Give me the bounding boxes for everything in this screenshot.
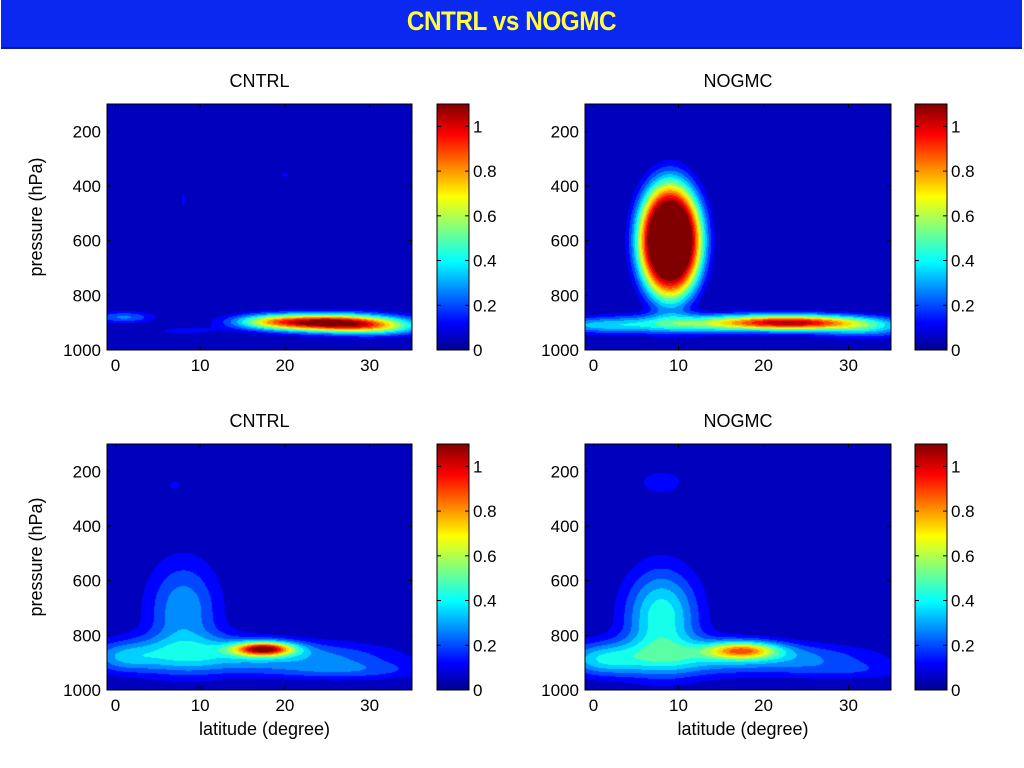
- axes-frame: [106, 443, 413, 691]
- title-bar: CNTRL vs NOGMC: [1, 0, 1022, 49]
- panel-title: CNTRL: [229, 71, 289, 91]
- colorbar-tick-label: 0.4: [951, 252, 975, 271]
- y-tick-label: 200: [73, 462, 101, 481]
- y-tick-label: 800: [73, 626, 101, 645]
- page-title: CNTRL vs NOGMC: [406, 6, 617, 36]
- x-axis-label: latitude (degree): [677, 719, 808, 739]
- x-tick-label: 30: [360, 356, 379, 375]
- y-tick-label: 400: [73, 177, 101, 196]
- x-tick-label: 20: [275, 696, 294, 715]
- y-tick-label: 600: [73, 232, 101, 251]
- x-tick-label: 30: [839, 696, 858, 715]
- y-tick-label: 400: [551, 517, 579, 536]
- x-tick-label: 0: [589, 696, 598, 715]
- colorbar-gradient: [437, 444, 469, 690]
- colorbar-tick-label: 0.6: [951, 207, 975, 226]
- axes-frame: [584, 443, 892, 691]
- y-tick-label: 600: [551, 572, 579, 591]
- x-tick-label: 10: [191, 696, 210, 715]
- colorbar-tick-label: 0: [473, 681, 482, 700]
- heatmap-field: [107, 104, 412, 350]
- y-axis-label: pressure (hPa): [26, 497, 46, 616]
- colorbar-tick-label: 0.8: [473, 162, 497, 181]
- x-tick-label: 0: [111, 356, 120, 375]
- panel-title: CNTRL: [229, 411, 289, 431]
- x-tick-label: 20: [275, 356, 294, 375]
- x-tick-label: 10: [669, 696, 688, 715]
- colorbar-frame: [914, 443, 948, 691]
- x-tick-label: 20: [754, 696, 773, 715]
- colorbar: 0 0.2 0.4 0.6 0.8 1: [914, 443, 975, 700]
- x-tick-label: 0: [111, 696, 120, 715]
- colorbar-tick-label: 0.8: [951, 162, 975, 181]
- y-tick-label: 1000: [541, 681, 579, 700]
- axes-frame: [584, 103, 892, 351]
- colorbar-tick-label: 0: [473, 341, 482, 360]
- x-tick-label: 30: [360, 696, 379, 715]
- colorbar-tick-label: 0: [951, 681, 960, 700]
- colorbar-frame: [436, 443, 470, 691]
- colorbar-gradient: [915, 444, 947, 690]
- colorbar: 0 0.2 0.4 0.6 0.8 1: [436, 103, 497, 360]
- colorbar-tick-label: 0.2: [473, 296, 497, 315]
- colorbar-tick-label: 0.2: [951, 296, 975, 315]
- colorbar-tick-label: 0.4: [951, 592, 975, 611]
- axes-frame: [106, 103, 413, 351]
- colorbar-tick-label: 0.2: [951, 636, 975, 655]
- colorbar: 0 0.2 0.4 0.6 0.8 1: [436, 443, 497, 700]
- y-axis-label: pressure (hPa): [26, 157, 46, 276]
- colorbar-gradient: [915, 104, 947, 350]
- colorbar-tick-label: 0.8: [473, 502, 497, 521]
- colorbar-tick-label: 0.4: [473, 252, 497, 271]
- colorbar-tick-label: 1: [951, 457, 960, 476]
- colorbar-tick-label: 0.2: [473, 636, 497, 655]
- y-tick-label: 200: [551, 122, 579, 141]
- panel-2: NOGMC 0 10 20 30 200 400 600 800 1000 0 0.2 0.4 0.6 0.…: [541, 71, 974, 375]
- colorbar-tick-label: 0.6: [473, 547, 497, 566]
- colorbar-tick-label: 1: [951, 117, 960, 136]
- x-axis-label: latitude (degree): [199, 719, 330, 739]
- y-tick-label: 800: [551, 286, 579, 305]
- y-tick-label: 400: [551, 177, 579, 196]
- colorbar-tick-label: 0.4: [473, 592, 497, 611]
- colorbar-tick-label: 1: [473, 117, 482, 136]
- colorbar-tick-label: 0: [951, 341, 960, 360]
- colorbar-tick-label: 0.6: [951, 547, 975, 566]
- heatmap-field: [107, 444, 412, 690]
- colorbar-tick-label: 0.8: [951, 502, 975, 521]
- x-tick-label: 10: [669, 356, 688, 375]
- y-tick-label: 200: [551, 462, 579, 481]
- x-tick-label: 30: [839, 356, 858, 375]
- y-tick-label: 600: [551, 232, 579, 251]
- panel-title: NOGMC: [704, 71, 773, 91]
- colorbar-tick-label: 1: [473, 457, 482, 476]
- y-tick-label: 800: [551, 626, 579, 645]
- y-tick-label: 400: [73, 517, 101, 536]
- heatmap-field: [585, 104, 891, 350]
- x-tick-label: 20: [754, 356, 773, 375]
- colorbar-frame: [436, 103, 470, 351]
- colorbar-frame: [914, 103, 948, 351]
- y-tick-label: 600: [73, 572, 101, 591]
- colorbar-gradient: [437, 104, 469, 350]
- panel-title: NOGMC: [704, 411, 773, 431]
- x-tick-label: 0: [589, 356, 598, 375]
- x-tick-label: 10: [191, 356, 210, 375]
- heatmap-field: [585, 444, 891, 690]
- y-tick-label: 1000: [63, 681, 101, 700]
- y-tick-label: 800: [73, 286, 101, 305]
- y-tick-label: 1000: [541, 341, 579, 360]
- y-tick-label: 200: [73, 122, 101, 141]
- colorbar-tick-label: 0.6: [473, 207, 497, 226]
- colorbar: 0 0.2 0.4 0.6 0.8 1: [914, 103, 975, 360]
- y-tick-label: 1000: [63, 341, 101, 360]
